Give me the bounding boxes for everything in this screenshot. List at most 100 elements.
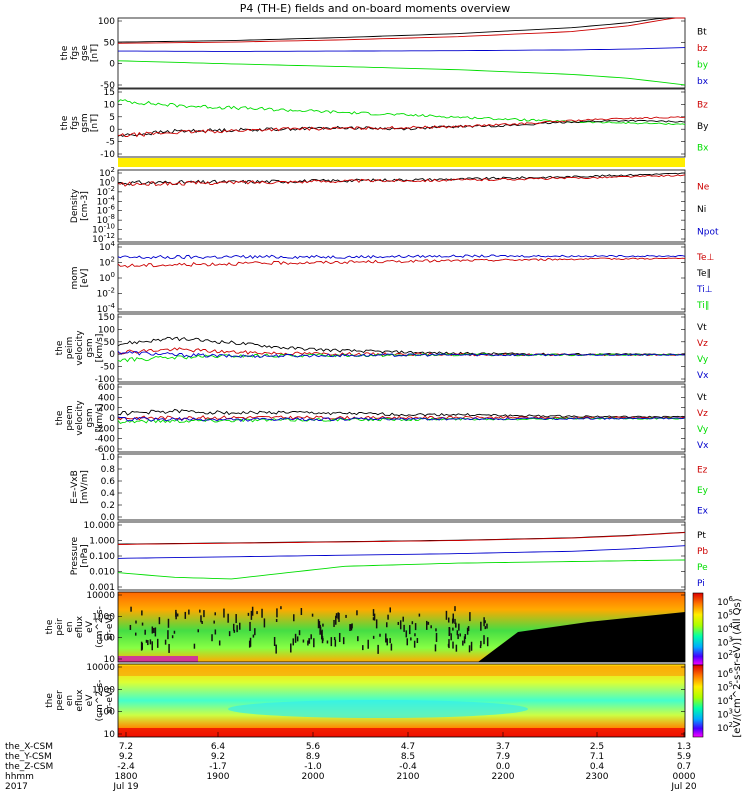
y-tick-label: -5 <box>106 138 115 148</box>
legend-Vy: Vy <box>697 355 709 365</box>
legend-Pi: Pi <box>697 579 705 589</box>
y-tick-label: 10-8 <box>97 213 115 226</box>
legend-Te∥: Te∥ <box>696 269 711 279</box>
series-bz <box>117 17 685 44</box>
y-tick-label: 100 <box>99 271 115 284</box>
y-tick-label: 0 <box>109 125 115 135</box>
colorbar-tick-label: 103 <box>717 636 733 649</box>
y-tick-label: 0 <box>109 60 115 70</box>
series-Vx <box>117 416 686 422</box>
y-tick-label: 1.0 <box>101 453 116 463</box>
y-axis-label: [eV] <box>80 269 90 288</box>
x-row-value: -1.7 <box>209 762 227 772</box>
y-axis-label: [km/s] <box>95 404 105 433</box>
y-tick-label: 100 <box>98 708 115 718</box>
y-axis-label: mom <box>70 266 80 289</box>
x-axis-table: the_X-CSM 7.2 6.4 5.6 4.7 3.7 2.5 1.3 the_Y-CSM 9… <box>5 732 697 792</box>
x-row-value: 1800 <box>115 772 138 782</box>
panel-frame <box>117 17 686 89</box>
y-tick-label: 10 <box>104 730 116 740</box>
y-tick-label: 0 <box>109 414 115 424</box>
y-tick-label: 0.4 <box>101 489 116 499</box>
y-tick-label: 0.2 <box>101 501 115 511</box>
x-row-value: 3.7 <box>496 742 510 752</box>
y-axis-label: fgs <box>70 46 80 60</box>
panel-frame <box>117 663 686 738</box>
panel-frame <box>117 453 686 521</box>
y-axis-label: gsm <box>85 338 95 357</box>
panel-efield: 1.0 0.8 0.6 0.4 0.2 0.0 E=-VxB [mV/m] Ez Ey Ex <box>70 453 709 523</box>
y-tick-label: -100 <box>95 375 116 385</box>
legend-by: by <box>697 60 709 70</box>
legend-Vx: Vx <box>697 371 709 381</box>
y-tick-label: 0 <box>109 350 115 360</box>
y-axis-label: (cm^2-s- <box>95 606 105 648</box>
legend-Vx: Vx <box>697 441 709 451</box>
y-tick-label: 100 <box>99 175 115 188</box>
series-Bx <box>117 99 686 126</box>
series-by <box>117 60 686 86</box>
y-axis-label: eV <box>85 694 95 707</box>
x-row-value: 7.1 <box>590 752 604 762</box>
legend-bx: bx <box>697 77 709 87</box>
y-tick-label: 15 <box>104 88 115 98</box>
y-tick-label: 0.8 <box>101 465 116 475</box>
y-axis-label: the <box>45 619 55 634</box>
legend-Ni: Ni <box>697 205 706 215</box>
quality-bar <box>118 158 685 167</box>
legend-Pe: Pe <box>697 563 708 573</box>
x-row-value: 2000 <box>302 772 325 782</box>
y-axis-label: [km/s] <box>95 334 105 363</box>
y-axis-label: sr-eV) <box>105 687 115 713</box>
x-row-value: -1.0 <box>304 762 322 772</box>
x-row-value: 8.5 <box>401 752 415 762</box>
y-axis-label: velocity <box>75 400 85 436</box>
y-axis-label: en <box>65 621 75 632</box>
x-row-value: 9.2 <box>211 752 225 762</box>
legend-Pb: Pb <box>697 547 708 557</box>
x-row-label: the_Y-CSM <box>5 752 52 762</box>
legend-By: By <box>697 122 709 132</box>
x-row-value: 9.2 <box>119 752 133 762</box>
y-axis-label: peim <box>65 337 75 360</box>
x-row-value: 0.0 <box>496 762 511 772</box>
y-tick-label: 0.001 <box>89 583 115 593</box>
panel-frame <box>117 591 686 663</box>
date-end: Jul 20 <box>670 782 696 792</box>
y-axis-label: peir <box>55 618 65 636</box>
y-axis-label: the <box>55 340 65 355</box>
y-tick-label: 10 <box>104 100 116 110</box>
y-axis-label: eV <box>85 620 95 633</box>
y-tick-label: -600 <box>95 445 116 455</box>
series-Ti⊥ <box>117 254 686 260</box>
y-axis-label: Pressure <box>70 536 80 575</box>
y-tick-label: 102 <box>99 166 115 179</box>
legend-Bz: Bz <box>697 101 708 111</box>
series-Vx <box>117 350 686 358</box>
panel-frame <box>117 243 686 313</box>
y-axis-label: (cm^2-s- <box>95 680 105 722</box>
y-tick-label: 600 <box>98 383 115 393</box>
y-tick-label: 100 <box>98 17 115 27</box>
panel-frame <box>117 88 686 158</box>
y-axis-label: peem <box>65 405 75 431</box>
x-row-value: 4.7 <box>401 742 415 752</box>
y-tick-label: 50 <box>104 338 116 348</box>
y-tick-label: 50 <box>104 38 116 48</box>
legend-Pt: Pt <box>697 531 706 541</box>
x-row-value: 7.9 <box>496 752 511 762</box>
legend-Vt: Vt <box>697 393 707 403</box>
y-axis-label: peer <box>55 690 65 711</box>
colorbar-tick-label: 104 <box>717 694 733 707</box>
legend-Vz: Vz <box>697 409 708 419</box>
y-tick-label: 100 <box>98 634 115 644</box>
y-axis-label: [nT] <box>90 44 100 62</box>
plot-title: P4 (TH-E) fields and on-board moments ov… <box>240 2 511 15</box>
y-tick-label: 0.0 <box>101 513 116 523</box>
legend-Vz: Vz <box>697 339 708 349</box>
